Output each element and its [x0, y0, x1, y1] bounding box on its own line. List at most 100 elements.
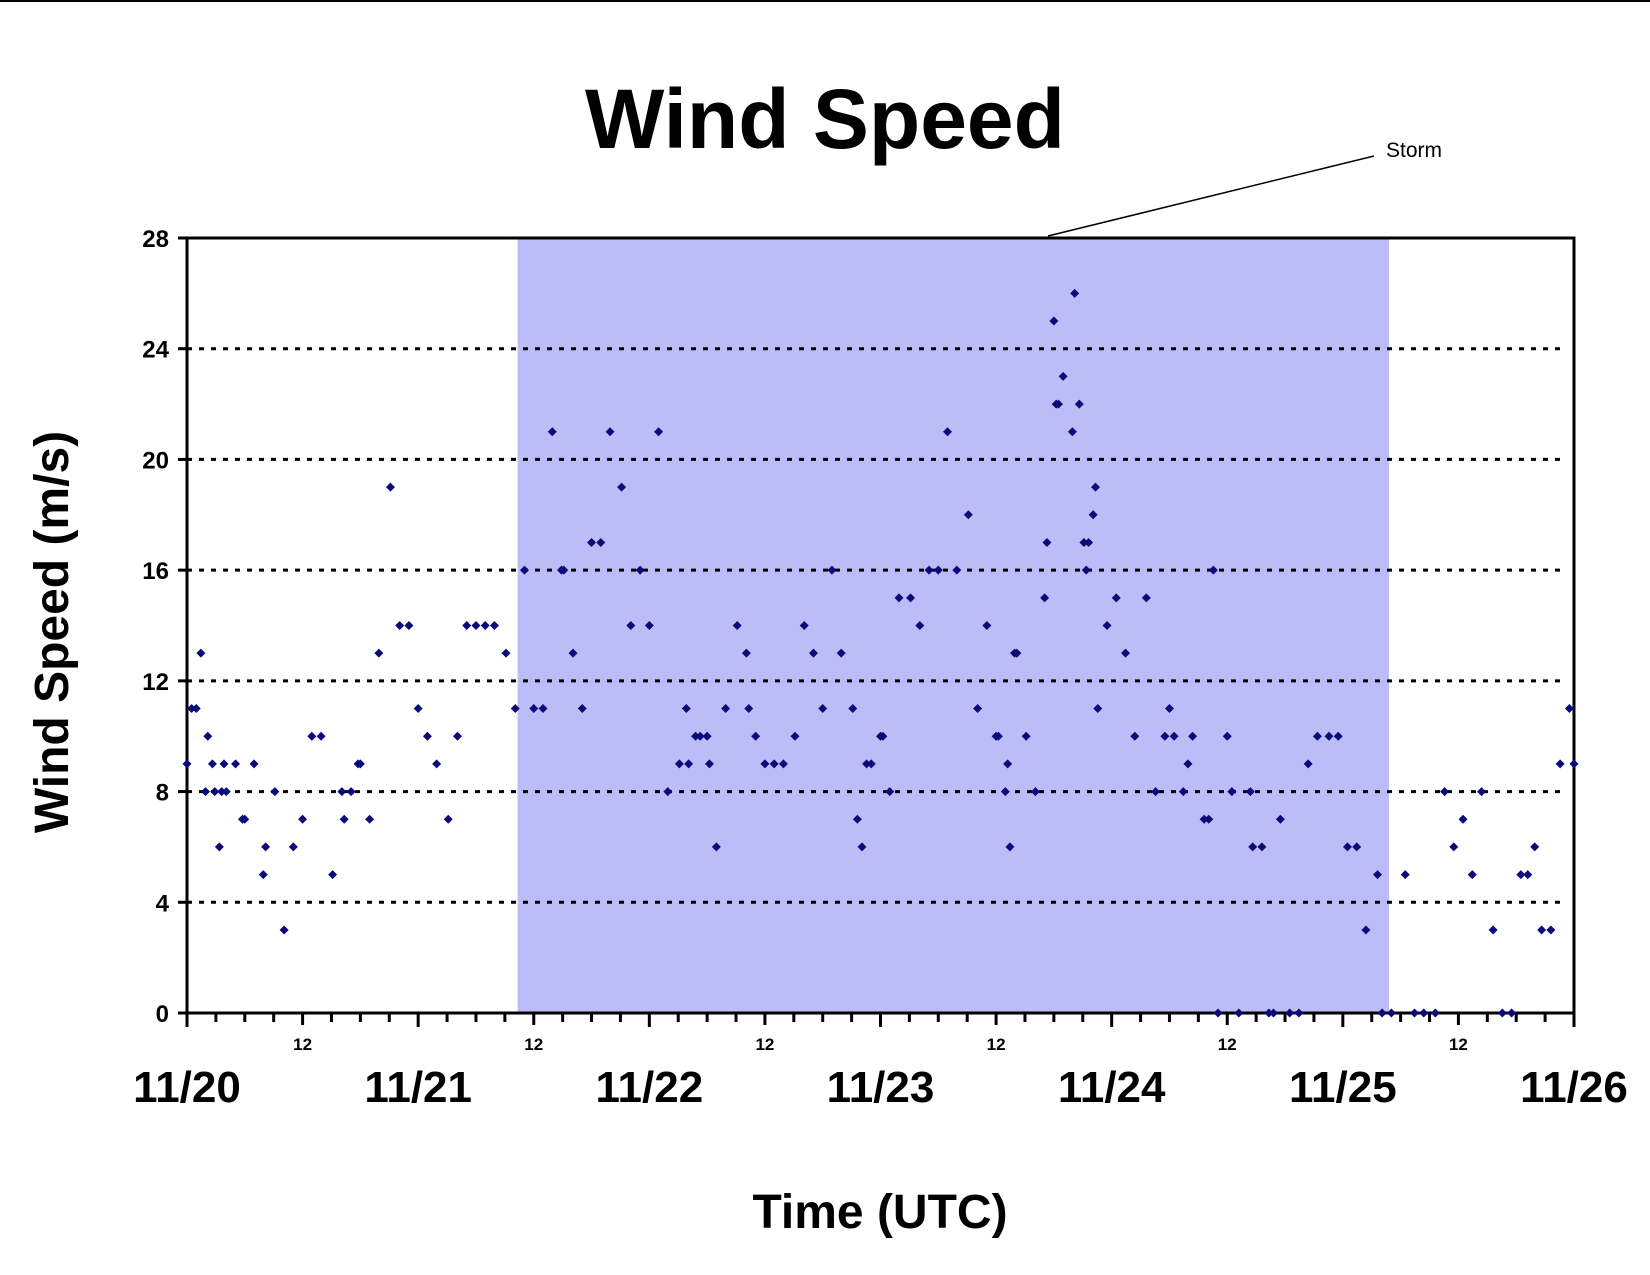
- data-point: [1188, 731, 1198, 741]
- data-point: [1245, 787, 1255, 797]
- data-point: [547, 427, 557, 437]
- data-point: [1488, 925, 1498, 935]
- data-point: [852, 814, 862, 824]
- data-point: [182, 759, 192, 769]
- data-point: [848, 704, 858, 714]
- data-point: [827, 565, 837, 575]
- data-point: [1386, 1008, 1396, 1018]
- data-point: [559, 565, 569, 575]
- gridlines: [187, 347, 1562, 904]
- data-point: [1053, 399, 1063, 409]
- data-point: [1003, 759, 1013, 769]
- data-point: [1555, 759, 1565, 769]
- data-point: [617, 482, 627, 492]
- chart-title: Wind Speed: [585, 72, 1065, 166]
- data-point: [1049, 316, 1059, 326]
- data-point: [1058, 371, 1068, 381]
- data-point: [577, 704, 587, 714]
- data-point: [374, 648, 384, 658]
- x-axis-label: Time (UTC): [752, 1186, 1007, 1239]
- data-point: [1285, 1008, 1295, 1018]
- data-point: [963, 510, 973, 520]
- data-point: [596, 537, 606, 547]
- data-point: [644, 621, 654, 630]
- data-point: [422, 731, 432, 741]
- data-point: [1248, 842, 1258, 852]
- y-tick-label: 24: [142, 337, 169, 364]
- data-point: [316, 731, 326, 741]
- data-point: [836, 648, 846, 658]
- data-point: [1079, 537, 1089, 547]
- data-point: [1546, 925, 1556, 935]
- data-point: [231, 759, 241, 769]
- data-point: [1121, 648, 1131, 658]
- data-point: [894, 593, 904, 603]
- data-point: [862, 759, 872, 769]
- data-point: [510, 704, 520, 714]
- data-point: [857, 842, 867, 852]
- data-point: [1467, 870, 1477, 880]
- data-point: [520, 565, 530, 575]
- x-minor-tick-label: 12: [755, 1035, 774, 1054]
- data-point: [626, 621, 636, 630]
- data-point: [261, 842, 271, 852]
- data-point: [279, 925, 289, 935]
- data-point: [1067, 427, 1077, 437]
- y-tick-label: 16: [142, 558, 169, 585]
- data-point: [702, 731, 712, 741]
- x-major-tick-label: 11/25: [1289, 1063, 1397, 1112]
- data-point: [1419, 1008, 1429, 1018]
- data-point: [973, 704, 983, 714]
- data-point: [924, 565, 934, 575]
- data-point: [1093, 704, 1103, 714]
- data-point: [654, 427, 664, 437]
- data-point: [1333, 731, 1343, 741]
- data-point: [1264, 1008, 1274, 1018]
- data-point: [1400, 870, 1410, 880]
- data-point: [691, 731, 701, 741]
- data-point: [1234, 1008, 1244, 1018]
- data-point: [906, 593, 916, 603]
- x-major-tick-label: 11/26: [1520, 1063, 1628, 1112]
- data-point: [1130, 731, 1140, 741]
- data-point: [799, 621, 809, 630]
- x-major-tick-label: 11/20: [133, 1063, 241, 1112]
- data-point: [395, 621, 405, 630]
- data-point: [221, 787, 231, 797]
- data-point: [635, 565, 645, 575]
- data-point: [187, 704, 197, 714]
- data-point: [982, 621, 992, 630]
- data-point: [663, 787, 673, 797]
- data-point: [1183, 759, 1193, 769]
- data-point: [1222, 731, 1232, 741]
- data-point: [207, 759, 217, 769]
- data-point: [760, 759, 770, 769]
- data-point: [1030, 787, 1040, 797]
- data-point: [443, 814, 453, 824]
- data-point: [355, 759, 365, 769]
- data-point: [1268, 1008, 1278, 1018]
- data-point: [732, 621, 742, 630]
- y-axis-ticks: 0 4 8 12 16 20 24 28: [142, 226, 187, 1028]
- data-point: [1005, 842, 1015, 852]
- data-point: [1042, 537, 1052, 547]
- data-point: [432, 759, 442, 769]
- data-point: [721, 704, 731, 714]
- x-major-tick-label: 11/22: [595, 1063, 703, 1112]
- data-point: [1523, 870, 1533, 880]
- data-point: [1164, 704, 1174, 714]
- top-border-rule: [0, 0, 1650, 2]
- data-point: [1088, 510, 1098, 520]
- data-point: [568, 648, 578, 658]
- data-point: [1178, 787, 1188, 797]
- data-point: [1377, 1008, 1387, 1018]
- data-point: [337, 787, 347, 797]
- data-point: [328, 870, 338, 880]
- data-point: [1409, 1008, 1419, 1018]
- data-point: [769, 759, 779, 769]
- data-point: [462, 621, 472, 630]
- data-point: [1352, 842, 1362, 852]
- data-point: [1303, 759, 1313, 769]
- data-point: [1257, 842, 1267, 852]
- data-point: [711, 842, 721, 852]
